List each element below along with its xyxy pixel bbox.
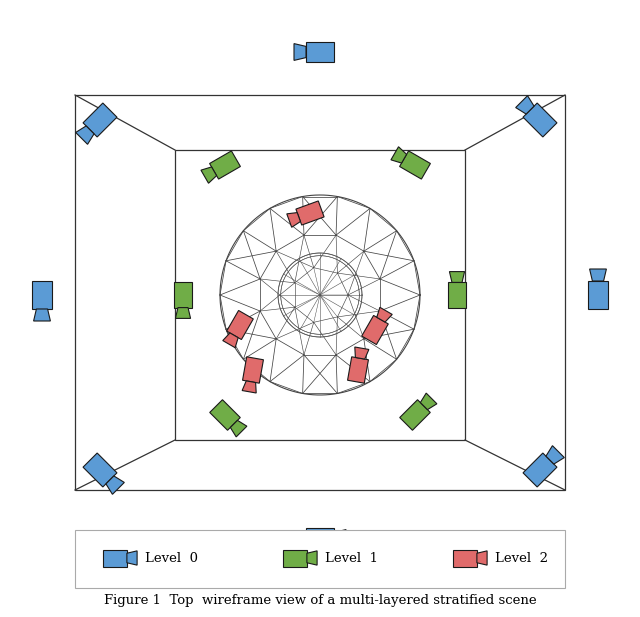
Polygon shape [523,103,557,137]
Polygon shape [296,201,324,225]
Polygon shape [362,315,388,344]
Text: Figure 1  Top  wireframe view of a multi-layered stratified scene: Figure 1 Top wireframe view of a multi-l… [104,594,536,607]
Polygon shape [103,550,127,566]
Polygon shape [453,550,477,566]
Polygon shape [210,400,240,430]
Polygon shape [449,271,465,283]
Text: Level  0: Level 0 [145,552,198,565]
Polygon shape [377,307,392,322]
Polygon shape [83,103,117,137]
Polygon shape [448,283,466,308]
Polygon shape [32,281,52,309]
Polygon shape [477,551,487,565]
Text: Level  1: Level 1 [325,552,378,565]
Polygon shape [127,551,137,565]
Polygon shape [230,420,247,437]
Polygon shape [546,445,564,464]
Polygon shape [201,167,216,183]
Polygon shape [391,147,406,163]
Polygon shape [283,550,307,566]
Polygon shape [175,308,191,318]
Polygon shape [588,281,608,309]
Polygon shape [348,357,369,383]
Polygon shape [242,381,256,393]
Polygon shape [516,96,534,114]
Polygon shape [400,400,430,430]
Polygon shape [294,44,306,60]
Polygon shape [287,213,300,227]
Polygon shape [106,476,124,494]
Polygon shape [334,529,346,547]
Polygon shape [355,347,369,359]
Polygon shape [223,333,238,348]
Polygon shape [34,309,51,321]
Polygon shape [589,269,607,281]
Polygon shape [420,393,437,410]
Polygon shape [523,453,557,487]
Polygon shape [306,528,334,548]
Polygon shape [83,453,117,487]
Polygon shape [399,151,431,179]
Polygon shape [227,310,253,339]
Polygon shape [306,42,334,62]
Polygon shape [174,283,192,308]
Polygon shape [307,551,317,565]
Polygon shape [75,530,565,588]
Text: Level  2: Level 2 [495,552,548,565]
Polygon shape [76,126,94,144]
Polygon shape [243,357,264,383]
Polygon shape [209,151,241,179]
